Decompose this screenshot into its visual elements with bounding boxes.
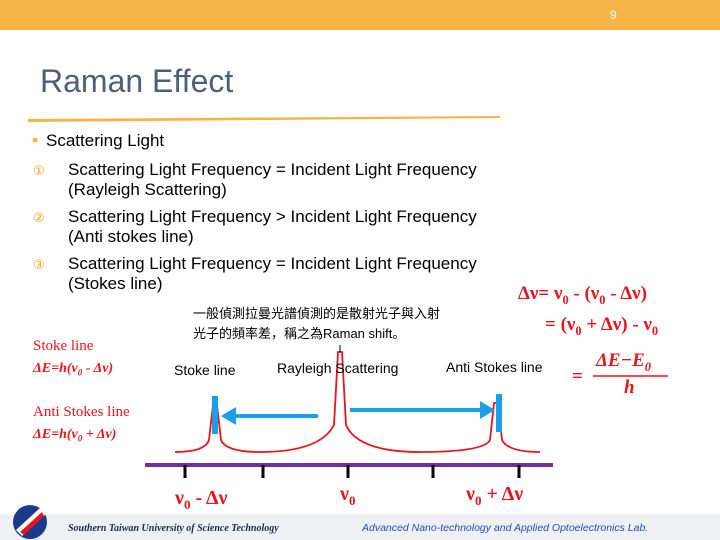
item-marker: ② bbox=[33, 210, 45, 225]
spectrum bbox=[174, 351, 541, 453]
axis-label: ν0 + Δν bbox=[465, 483, 523, 508]
fraction-lead: = bbox=[572, 366, 583, 387]
peak-label: Stoke line bbox=[174, 362, 236, 378]
footer-bar bbox=[0, 514, 720, 540]
text-segment: ν bbox=[174, 487, 184, 509]
item-line: Scattering Light Frequency > Incident Li… bbox=[68, 207, 477, 226]
stokes-marker bbox=[212, 396, 218, 434]
bullet: Scattering Light bbox=[46, 131, 164, 150]
axis-ticks bbox=[183, 465, 521, 478]
text-segment: = (ν bbox=[545, 314, 576, 335]
footer-lab: Advanced Nano-technology and Applied Opt… bbox=[361, 522, 648, 534]
item-line: (Rayleigh Scattering) bbox=[68, 180, 227, 199]
left-equation: ΔE=h(ν0 + Δν) bbox=[32, 427, 116, 444]
subscript: 0 bbox=[184, 497, 191, 512]
arrow-head bbox=[480, 401, 495, 419]
diagram-labels: Stoke line Rayleigh Scattering Anti Stokes… bbox=[174, 359, 543, 512]
axis-label: ν0 bbox=[339, 483, 355, 508]
text-segment: - Δν) bbox=[82, 361, 113, 376]
note-line: 一般偵測拉曼光譜偵測的是散射光子與入射 bbox=[193, 306, 440, 321]
item-list: ① Scattering Light Frequency = Incident L… bbox=[33, 160, 477, 293]
text-segment: Δν= ν bbox=[518, 283, 563, 304]
subscript: 0 bbox=[349, 493, 356, 508]
subscript: 0 bbox=[78, 434, 83, 444]
logo bbox=[13, 505, 47, 539]
text-segment: ΔE−E bbox=[595, 350, 645, 371]
subscript: 0 bbox=[78, 368, 83, 378]
peak-label: Rayleigh Scattering bbox=[277, 360, 398, 376]
text-segment: ν bbox=[339, 483, 349, 505]
text-segment: ν bbox=[465, 483, 475, 505]
subscript: 0 bbox=[599, 293, 605, 307]
arrow-head bbox=[221, 407, 236, 425]
text-segment: - (ν bbox=[569, 283, 600, 304]
slide-number: 9 bbox=[610, 8, 617, 22]
subscript: 0 bbox=[645, 360, 651, 374]
left-equation: ΔE=h(ν0 - Δν) bbox=[32, 361, 113, 378]
item-line: Scattering Light Frequency = Incident Li… bbox=[68, 160, 477, 179]
left-name: Stoke line bbox=[33, 338, 94, 354]
item-marker: ① bbox=[33, 163, 45, 178]
left-name: Anti Stokes line bbox=[33, 404, 130, 420]
subscript: 0 bbox=[575, 324, 581, 338]
text-segment: ΔE=h(ν bbox=[32, 361, 79, 376]
equation: Δν= ν0 - (ν0 - Δν) bbox=[518, 283, 647, 307]
axis-label: ν0 - Δν bbox=[174, 487, 228, 512]
anti-stokes-marker bbox=[496, 394, 502, 432]
fraction-denominator: h bbox=[624, 377, 635, 398]
equations: Δν= ν0 - (ν0 - Δν)= (ν0 + Δν) - ν0=ΔE−E0… bbox=[518, 283, 658, 398]
fraction-numerator: ΔE−E0 bbox=[595, 350, 651, 374]
note-line: 光子的頻率差，稱之為Raman shift。 bbox=[193, 326, 405, 341]
subscript: 0 bbox=[475, 493, 482, 508]
top-bar bbox=[0, 0, 720, 30]
equation: = (ν0 + Δν) - ν0 bbox=[545, 314, 658, 338]
item-line: Scattering Light Frequency = Incident Li… bbox=[68, 254, 477, 273]
peak-label: Anti Stokes line bbox=[446, 359, 543, 375]
text-segment: - Δν) bbox=[605, 283, 647, 304]
subscript: 0 bbox=[562, 293, 568, 307]
subscript: 0 bbox=[652, 324, 658, 338]
item-line: (Stokes line) bbox=[68, 274, 162, 293]
text-segment: + Δν) bbox=[82, 427, 116, 442]
bullet-dot bbox=[32, 137, 38, 143]
footer-university: Southern Taiwan University of Science Te… bbox=[68, 523, 279, 534]
title-rule bbox=[28, 116, 500, 122]
title: Raman Effect bbox=[40, 63, 233, 99]
text-segment: - Δν bbox=[190, 487, 227, 509]
item-marker: ③ bbox=[33, 257, 45, 272]
item-line: (Anti stokes line) bbox=[68, 227, 194, 246]
text-segment: + Δν bbox=[481, 483, 523, 505]
text-segment: ΔE=h(ν bbox=[32, 427, 79, 442]
text-segment: + Δν) - ν bbox=[582, 314, 653, 335]
